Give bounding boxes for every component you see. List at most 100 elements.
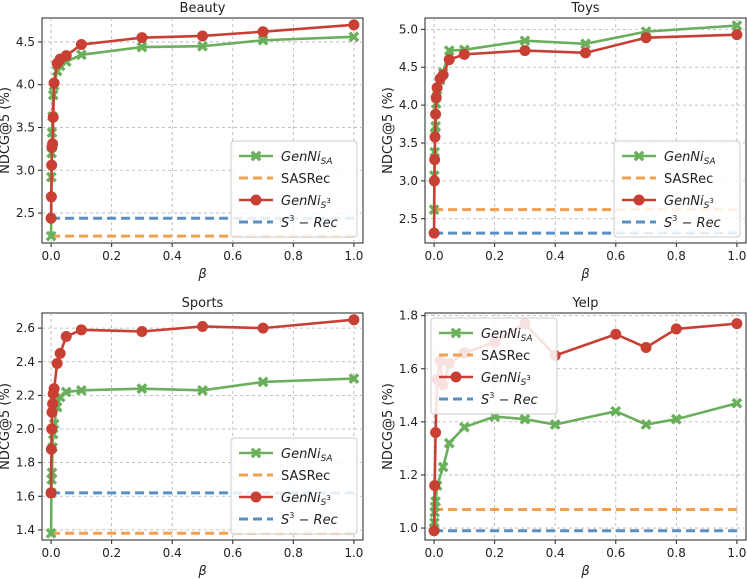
data-point bbox=[257, 26, 269, 38]
legend-box bbox=[230, 437, 358, 535]
data-point bbox=[430, 108, 442, 120]
data-point bbox=[75, 384, 87, 396]
data-point bbox=[47, 111, 59, 123]
legend-label: GenNiS3 bbox=[481, 371, 531, 388]
legend-label: GenNiSA bbox=[281, 447, 333, 464]
legend-label: GenNiSA bbox=[664, 150, 716, 167]
x-tick-label: 0.6 bbox=[606, 546, 625, 560]
chart-panel-sports: 0.0 0.2 0.4 0.6 0.8 1.0 1.4 1.6 1.8 2.0 2.2 2.4 2.6 S… bbox=[0, 296, 364, 579]
legend-marker bbox=[450, 371, 462, 383]
y-tick-label: 4.0 bbox=[16, 78, 35, 92]
data-point bbox=[431, 82, 443, 94]
data-point bbox=[443, 45, 455, 56]
legend-label: SASRec bbox=[481, 349, 530, 364]
legend-marker bbox=[250, 447, 262, 459]
data-point bbox=[45, 191, 57, 203]
chart-panel-beauty: 0.0 0.2 0.4 0.6 0.8 1.0 2.5 3.0 3.5 4.0 4.5 Beauty β… bbox=[0, 1, 364, 282]
data-point bbox=[519, 35, 531, 47]
data-point bbox=[670, 413, 682, 425]
data-point bbox=[197, 320, 208, 332]
x-tick-label: 0.2 bbox=[485, 546, 504, 560]
legend-label: SASRec bbox=[281, 469, 330, 484]
legend-entry-s3-rec: S3 − Rec bbox=[239, 511, 338, 528]
legend-label: S3 − Rec bbox=[281, 214, 338, 231]
legend-label: SASRec bbox=[664, 172, 713, 187]
x-tick-label: 0.4 bbox=[546, 546, 565, 560]
data-point bbox=[54, 347, 66, 359]
data-point bbox=[348, 31, 360, 43]
y-tick-label: 5.0 bbox=[399, 22, 418, 36]
legend-label: S3 − Rec bbox=[481, 391, 538, 408]
legend-entry-gennis3: GenNiS3 bbox=[622, 194, 714, 211]
x-tick-label: 1.0 bbox=[727, 546, 746, 560]
data-point bbox=[429, 154, 441, 166]
legend-marker bbox=[633, 150, 645, 162]
data-point bbox=[197, 384, 208, 396]
y-tick-label: 2.6 bbox=[16, 321, 35, 335]
x-tick-label: 0.6 bbox=[223, 546, 242, 560]
chart-title: Toys bbox=[570, 1, 599, 16]
y-axis-label: NDCG@5 (%) bbox=[381, 87, 396, 174]
data-point bbox=[47, 138, 59, 150]
y-tick-label: 4.0 bbox=[399, 98, 418, 112]
y-axis-label: NDCG@5 (%) bbox=[0, 87, 13, 174]
legend-label: S3 − Rec bbox=[664, 214, 721, 231]
x-tick-label: 0.8 bbox=[284, 546, 303, 560]
legend-marker bbox=[250, 194, 262, 206]
legend-entry-gennisa: GenNiSA bbox=[239, 447, 333, 464]
chart-panel-yelp: 0.0 0.2 0.4 0.6 0.8 1.0 1.0 1.2 1.4 1.6 1.8 Yelp β ND… bbox=[381, 296, 747, 579]
y-tick-label: 2.0 bbox=[16, 422, 35, 436]
legend-entry-gennisa: GenNiSA bbox=[239, 150, 333, 167]
data-point bbox=[670, 323, 682, 335]
data-point bbox=[47, 398, 59, 410]
x-tick-label: 0.6 bbox=[606, 249, 625, 263]
legend-entry-gennisa: GenNiSA bbox=[622, 150, 716, 167]
y-tick-label: 1.8 bbox=[16, 456, 35, 470]
data-point bbox=[640, 419, 652, 430]
x-tick-label: 0.8 bbox=[667, 249, 686, 263]
x-tick-label: 0.2 bbox=[485, 249, 504, 263]
legend-entry-gennis3: GenNiS3 bbox=[439, 371, 531, 388]
data-point bbox=[519, 45, 531, 57]
y-tick-label: 4.5 bbox=[16, 35, 35, 49]
legend-label: S3 − Rec bbox=[281, 511, 338, 528]
data-point bbox=[45, 487, 57, 499]
y-tick-label: 1.6 bbox=[16, 489, 35, 503]
x-tick-label: 0.6 bbox=[223, 249, 242, 263]
x-axis-label: β bbox=[580, 564, 589, 579]
data-point bbox=[136, 383, 148, 395]
legend-label: GenNiS3 bbox=[664, 194, 714, 211]
data-point bbox=[519, 413, 531, 425]
data-point bbox=[197, 40, 208, 52]
data-point bbox=[731, 318, 743, 330]
data-point bbox=[46, 423, 58, 435]
y-tick-label: 3.0 bbox=[16, 163, 35, 177]
x-axis-label: β bbox=[197, 267, 206, 282]
legend-label: GenNiSA bbox=[481, 327, 533, 344]
data-point bbox=[443, 437, 455, 449]
x-tick-label: 0.0 bbox=[42, 249, 61, 263]
y-tick-label: 3.0 bbox=[399, 174, 418, 188]
x-tick-label: 0.0 bbox=[42, 546, 61, 560]
x-tick-label: 0.4 bbox=[163, 249, 182, 263]
x-tick-label: 1.0 bbox=[727, 249, 746, 263]
chart-title: Sports bbox=[182, 296, 224, 311]
legend: GenNiSA SASRec GenNiS3 S3 − Rec bbox=[230, 437, 358, 535]
data-point bbox=[348, 19, 360, 31]
x-tick-label: 0.8 bbox=[667, 546, 686, 560]
series-gennis3 bbox=[45, 19, 360, 224]
legend-entry-s3-rec: S3 − Rec bbox=[622, 214, 721, 231]
data-point bbox=[60, 50, 72, 62]
x-tick-label: 0.2 bbox=[102, 249, 121, 263]
y-tick-label: 3.5 bbox=[399, 136, 418, 150]
legend-label: GenNiS3 bbox=[281, 194, 331, 211]
legend-entry-sasrec: SASRec bbox=[439, 349, 530, 364]
legend-marker bbox=[250, 491, 262, 503]
legend-box bbox=[230, 140, 358, 238]
data-point bbox=[428, 525, 440, 537]
y-tick-label: 1.4 bbox=[399, 415, 418, 429]
data-point bbox=[51, 357, 63, 369]
data-point bbox=[45, 230, 57, 242]
data-point bbox=[610, 405, 622, 417]
